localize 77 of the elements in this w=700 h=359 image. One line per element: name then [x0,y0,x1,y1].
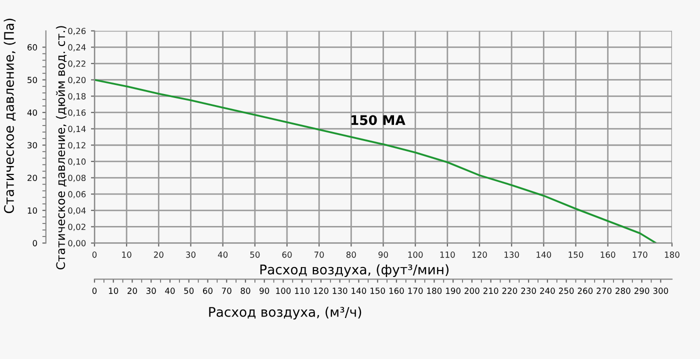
x-tick-label: 30 [186,252,196,258]
x2-tick-label: 260 [578,288,593,294]
y2-tick-label: 10 [28,207,37,214]
x-axis-title: Расход воздуха, (фут³/мин) [260,264,449,278]
x2-tick-label: 30 [146,288,156,294]
y2-tick-label: 60 [28,44,37,50]
x-tick-label: 90 [378,252,388,258]
x-tick-label: 40 [218,252,228,258]
x2-tick-label: 70 [222,288,232,294]
x2-tick-label: 250 [558,288,574,294]
x2-tick-label: 110 [295,288,310,294]
y-tick-label: 0,14 [68,126,86,133]
x-tick-label: 150 [568,252,584,258]
x-tick-label: 120 [472,252,487,258]
x-tick-label: 70 [314,252,324,258]
y2-axis-title: Статическое давление, (Па) [4,18,16,214]
y-tick-label: 0,16 [68,109,86,117]
x2-tick-label: 290 [634,288,650,294]
x-tick-label: 20 [154,252,164,258]
y-tick-label: 0,24 [68,44,86,52]
x2-tick-label: 130 [332,288,348,294]
x2-tick-label: 270 [596,288,612,294]
x2-tick-label: 10 [108,288,118,294]
x-tick-label: 140 [536,252,552,258]
x2-tick-label: 170 [408,288,423,294]
y-tick-label: 0,26 [68,28,86,36]
x2-tick-label: 190 [446,288,460,294]
y2-tick-label: 0 [32,240,37,246]
x2-tick-label: 200 [464,288,480,294]
x2-tick-label: 300 [653,288,668,294]
y-tick-label: 0,00 [68,240,86,248]
x2-tick-label: 160 [389,288,404,294]
x2-tick-label: 80 [240,288,250,294]
x2-tick-label: 20 [128,288,137,294]
x2-tick-label: 210 [483,288,498,294]
x2-tick-label: 50 [184,288,194,294]
x-tick-label: 160 [600,252,616,258]
y-tick-label: 0,22 [68,60,86,68]
y-tick-label: 0,04 [68,207,86,215]
series-label: 150 MA [351,115,406,126]
x2-tick-label: 40 [165,288,175,294]
x2-tick-label: 230 [521,288,536,294]
x2-tick-label: 220 [502,288,518,294]
x2-tick-label: 120 [314,288,328,294]
y2-tick-label: 20 [28,174,37,182]
y2-tick-label: 40 [27,109,37,116]
y-tick-label: 0,20 [68,76,86,84]
y2-tick-label: 50 [28,76,37,84]
x2-tick-label: 0 [92,288,97,294]
y-tick-label: 0,02 [68,224,86,231]
y-tick-label: 0,18 [68,93,86,100]
y-tick-label: 0,12 [68,142,86,150]
y-tick-label: 0,08 [68,174,86,182]
x-tick-label: 130 [504,252,519,258]
x-tick-label: 0 [92,252,97,258]
line-series [94,78,657,244]
x-tick-label: 60 [282,252,292,258]
x-tick-label: 10 [122,252,132,258]
x-tick-label: 80 [346,252,356,258]
x-tick-label: 100 [408,252,423,258]
y-axis-title: Статическое давление, (дюйм вод. ст.) [56,26,67,270]
x-tick-label: 50 [250,252,260,258]
x-tick-label: 110 [440,252,455,258]
x-tick-label: 180 [664,252,680,258]
x2-tick-label: 140 [352,288,366,294]
x2-tick-label: 150 [370,288,385,294]
y2-tick-label: 30 [28,142,37,148]
x2-tick-label: 100 [276,288,291,294]
x2-axis-title: Расход воздуха, (м³/ч) [209,306,362,320]
y-tick-label: 0,06 [68,191,86,198]
x2-tick-label: 280 [616,288,630,294]
x2-tick-label: 60 [203,288,212,294]
x2-tick-label: 180 [427,288,442,294]
x2-tick-label: 90 [260,288,270,294]
y-tick-label: 0,10 [68,158,86,166]
x2-tick-label: 240 [540,288,555,294]
x-tick-label: 170 [632,252,648,258]
